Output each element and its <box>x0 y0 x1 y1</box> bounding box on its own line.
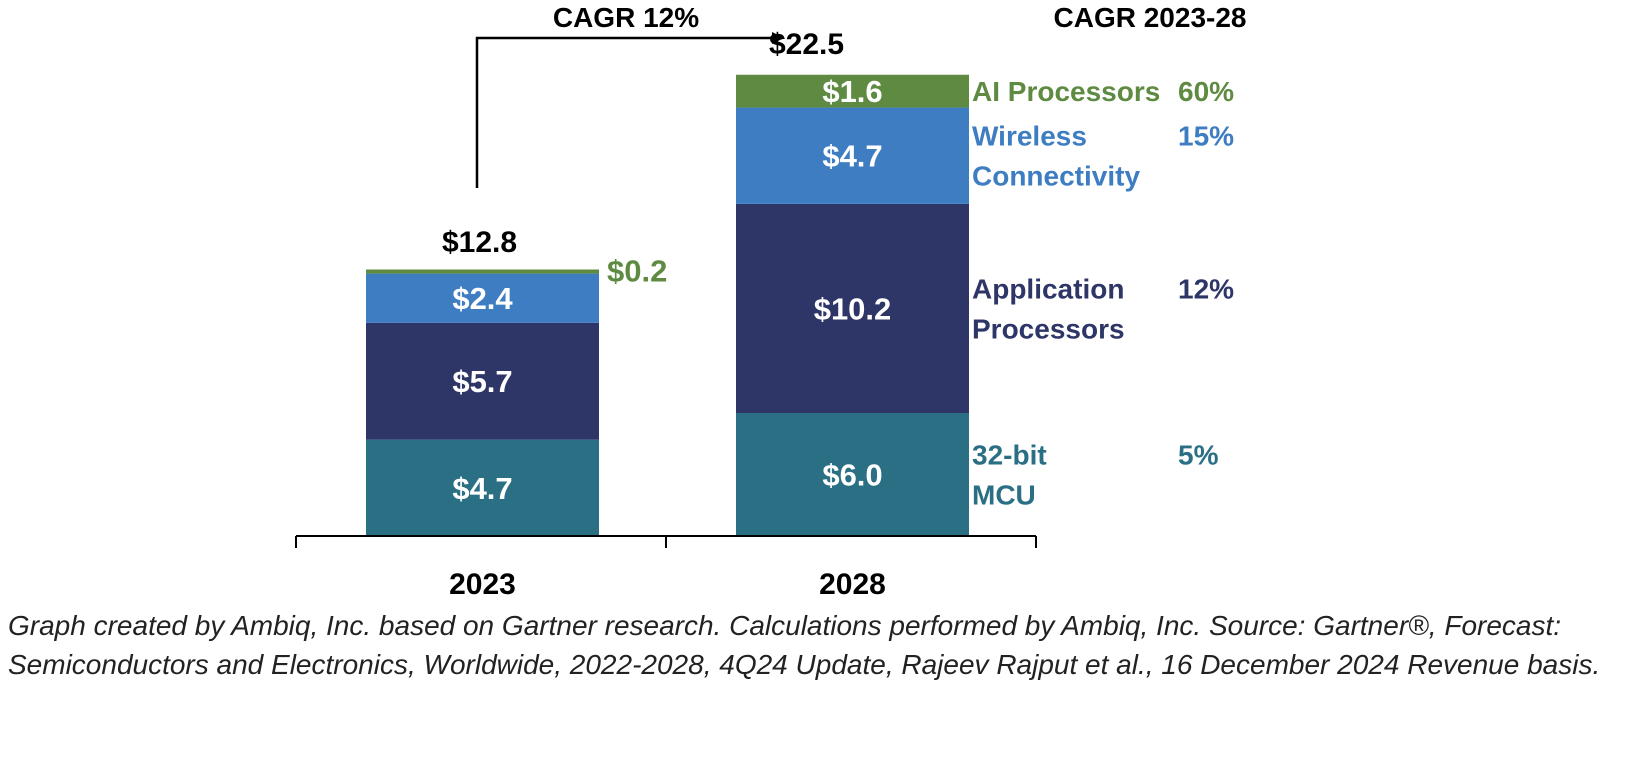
x-tick-label-2028: 2028 <box>819 568 886 601</box>
data-label-ai-processors-2023: $0.2 <box>607 254 667 289</box>
legend-label-line: Wireless <box>972 121 1087 152</box>
legend-label-application-processors: Application Processors <box>972 273 1125 344</box>
total-label-2028: $22.5 <box>769 28 844 61</box>
cagr-value-ai-processors: 60% <box>1178 76 1234 107</box>
legend-label-line: AI Processors <box>972 76 1160 107</box>
legend-label-line: 32-bit <box>972 440 1047 471</box>
cagr-arrow-label: CAGR 12% <box>553 2 699 33</box>
bar-segment-ai-processors-2023 <box>366 269 599 274</box>
legend-label-line: Application <box>972 273 1124 304</box>
legend-label-wireless-connectivity: Wireless Connectivity <box>972 121 1140 192</box>
total-label-2023: $12.8 <box>442 226 517 259</box>
bar-segment-ai-processors-2028 <box>736 74 969 108</box>
data-label-application-processors-2028: $10.2 <box>814 291 892 326</box>
data-label-application-processors-2023: $5.7 <box>452 364 512 399</box>
cagr-value-32-bit-mcu: 5% <box>1178 440 1219 471</box>
legend-label-32-bit-mcu: 32-bit MCU <box>972 440 1047 511</box>
legend-label-line: Processors <box>972 313 1125 344</box>
bar-segment-application-processors-2028 <box>736 203 969 413</box>
data-label-32-bit-mcu-2028: $6.0 <box>822 458 882 493</box>
bar-segment-application-processors-2023 <box>366 322 599 440</box>
data-label-32-bit-mcu-2023: $4.7 <box>452 471 512 506</box>
cagr-column-header: CAGR 2023-28 <box>1054 2 1247 33</box>
bar-segment-32-bit-mcu-2023 <box>366 439 599 536</box>
cagr-value-wireless-connectivity: 15% <box>1178 121 1234 152</box>
bar-segment-wireless-connectivity-2028 <box>736 107 969 204</box>
source-footnote: Graph created by Ambiq, Inc. based on Ga… <box>8 610 1601 680</box>
bar-segment-32-bit-mcu-2028 <box>736 413 969 536</box>
bar-segment-wireless-connectivity-2023 <box>366 273 599 323</box>
x-tick-label-2023: 2023 <box>449 568 516 601</box>
legend-label-line: MCU <box>972 480 1036 511</box>
legend-label-line: Connectivity <box>972 161 1140 192</box>
data-label-wireless-connectivity-2028: $4.7 <box>822 139 882 174</box>
data-label-ai-processors-2028: $1.6 <box>822 74 882 109</box>
cagr-arrow <box>475 32 784 188</box>
cagr-value-application-processors: 12% <box>1178 273 1234 304</box>
legend-label-ai-processors: AI Processors <box>972 76 1160 107</box>
data-label-wireless-connectivity-2023: $2.4 <box>452 281 513 316</box>
